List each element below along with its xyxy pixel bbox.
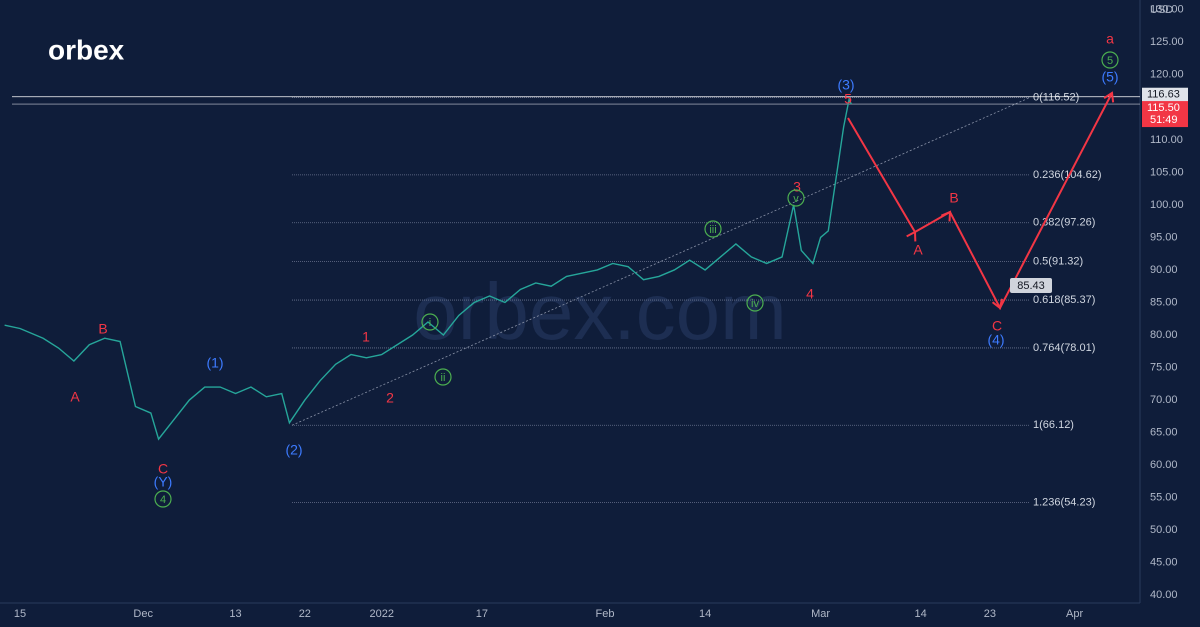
- arrow-head: [991, 298, 1003, 310]
- fib-label: 0.236(104.62): [1033, 169, 1102, 181]
- x-tick-label: Feb: [596, 608, 615, 620]
- countdown: 51:49: [1150, 114, 1178, 126]
- wave-label: i: [429, 317, 431, 329]
- y-tick-label: 60.00: [1150, 459, 1178, 471]
- price-line-series: [4, 97, 852, 441]
- y-tick-label: 110.00: [1150, 134, 1183, 146]
- wave-circle: [787, 189, 805, 207]
- y-tick-label: 80.00: [1150, 329, 1178, 341]
- x-tick-label: 14: [699, 608, 711, 620]
- price-tag-bg: [1142, 87, 1188, 102]
- wave-label: a: [1106, 31, 1114, 47]
- x-tick-label: 14: [915, 608, 927, 620]
- wave-label: 3: [793, 179, 801, 195]
- fib-label: 1.236(54.23): [1033, 497, 1095, 509]
- wave-label: v: [793, 193, 799, 205]
- watermark: orbex.com: [413, 267, 786, 356]
- x-tick-label: 17: [476, 608, 488, 620]
- fib-label: 1(66.12): [1033, 419, 1074, 431]
- y-tick-label: 120.00: [1150, 69, 1184, 81]
- y-tick-label: 85.00: [1150, 296, 1178, 308]
- projection-arrow: [847, 92, 1113, 311]
- x-tick-label: 2022: [370, 608, 394, 620]
- arrow-head: [940, 210, 952, 222]
- wave-label: (1): [206, 355, 223, 371]
- y-tick-label: 70.00: [1150, 394, 1178, 406]
- arrow-head: [1103, 91, 1115, 103]
- arrow-head: [906, 230, 917, 242]
- y-tick-label: 45.00: [1150, 557, 1178, 569]
- wave-circle: [154, 490, 172, 508]
- wave-label: iii: [709, 224, 716, 236]
- y-tick-label: 40.00: [1150, 589, 1178, 601]
- x-tick-label: 15: [14, 608, 26, 620]
- fib-label: 0.764(78.01): [1033, 342, 1095, 354]
- wave-label: (3): [837, 77, 854, 93]
- y-tick-label: 100.00: [1150, 199, 1184, 211]
- wave-label: C: [158, 461, 168, 477]
- y-tick-label: 50.00: [1150, 524, 1178, 536]
- logo: orbex: [48, 34, 125, 65]
- x-tick-label: Dec: [133, 608, 153, 620]
- wave-circle: [746, 294, 764, 312]
- y-tick-label: 105.00: [1150, 166, 1184, 178]
- wave-label: A: [70, 389, 80, 405]
- wave-label: B: [98, 321, 107, 337]
- wave-label: 5: [844, 91, 852, 107]
- fib-label: 0(116.52): [1033, 91, 1079, 103]
- fib-label: 0.5(91.32): [1033, 255, 1083, 267]
- currency: USD: [1150, 4, 1173, 16]
- price-tag: 116.63: [1147, 89, 1180, 101]
- y-tick-label: 55.00: [1150, 492, 1178, 504]
- y-tick-label: 90.00: [1150, 264, 1178, 276]
- x-tick-label: Mar: [811, 608, 830, 620]
- wave-label: 4: [160, 494, 166, 506]
- target-label: 85.43: [1017, 280, 1045, 292]
- trend-line: [291, 97, 1031, 426]
- x-tick-label: Apr: [1066, 608, 1083, 620]
- y-tick-label: 75.00: [1150, 361, 1178, 373]
- wave-label: (2): [285, 442, 302, 458]
- wave-label: (4): [987, 332, 1004, 348]
- x-tick-label: 13: [229, 608, 241, 620]
- wave-circle: [421, 313, 439, 331]
- wave-label: C: [992, 318, 1002, 334]
- y-tick-label: 125.00: [1150, 36, 1184, 48]
- wave-label: (5): [1101, 69, 1118, 85]
- wave-circle: [704, 220, 722, 238]
- wave-circle: [1101, 51, 1119, 69]
- price-tag-bg: [1142, 101, 1188, 128]
- wave-label: ii: [441, 372, 446, 384]
- y-tick-label: 95.00: [1150, 231, 1178, 243]
- wave-label: 4: [806, 286, 814, 302]
- y-tick-label: 65.00: [1150, 426, 1178, 438]
- y-tick-label: 130.00: [1150, 4, 1184, 16]
- x-tick-label: 23: [984, 608, 996, 620]
- wave-circle: [434, 368, 452, 386]
- price-tag: 115.50: [1147, 102, 1180, 114]
- wave-label: (Y): [154, 474, 173, 490]
- wave-label: 5: [1107, 55, 1113, 67]
- fib-label: 0.382(97.26): [1033, 217, 1095, 229]
- wave-label: A: [913, 242, 923, 258]
- wave-label: B: [949, 190, 958, 206]
- target-box: [1010, 278, 1052, 293]
- wave-label: 2: [386, 390, 394, 406]
- x-tick-label: 22: [299, 608, 311, 620]
- fib-label: 0.618(85.37): [1033, 294, 1095, 306]
- wave-label: iv: [751, 298, 759, 310]
- wave-label: 1: [362, 329, 370, 345]
